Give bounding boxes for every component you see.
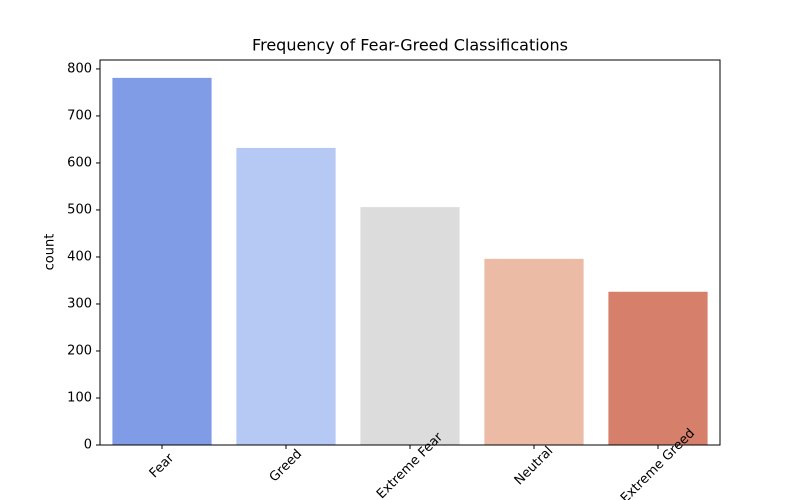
y-tick-label: 100	[67, 390, 92, 405]
y-tick-label: 200	[67, 343, 92, 358]
y-tick-label: 0	[84, 438, 92, 453]
y-axis-label: count	[43, 234, 58, 271]
y-tick-label: 300	[67, 296, 92, 311]
x-tick-label: Greed	[267, 447, 305, 485]
bar	[360, 207, 460, 445]
y-tick-label: 800	[67, 61, 92, 76]
bar	[236, 147, 336, 445]
plot-frame	[99, 59, 721, 446]
bar	[484, 258, 584, 445]
y-tick-label: 400	[67, 249, 92, 264]
y-tick-label: 500	[67, 202, 92, 217]
chart-title: Frequency of Fear-Greed Classifications	[252, 36, 568, 55]
y-tick-label: 600	[67, 155, 92, 170]
bar	[112, 77, 212, 445]
x-tick-label: Neutral	[512, 444, 557, 489]
bar	[608, 291, 708, 445]
y-tick-label: 700	[67, 108, 92, 123]
x-tick-label: Fear	[147, 450, 178, 481]
